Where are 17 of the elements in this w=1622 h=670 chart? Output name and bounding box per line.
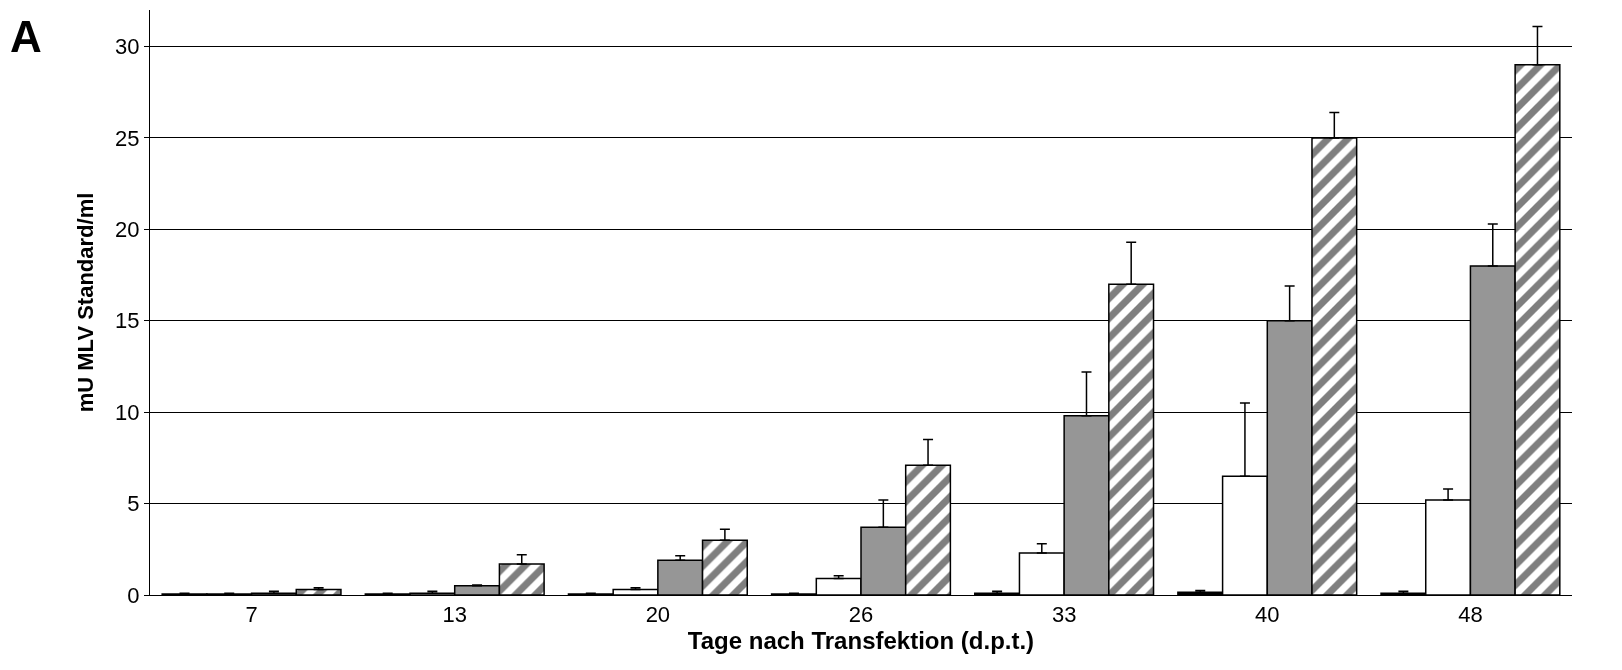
x-tick-label: 40 [1255, 602, 1280, 628]
y-tick-label: 15 [115, 308, 140, 334]
y-tick-label: 25 [115, 125, 140, 151]
x-tick-label: 48 [1458, 602, 1483, 628]
y-tick-label: 20 [115, 217, 140, 243]
x-tick-label: 13 [442, 602, 467, 628]
y-tick-label: 5 [127, 491, 140, 517]
x-tick-label: 20 [645, 602, 671, 628]
y-tick-label: 10 [115, 399, 140, 425]
x-tick-label: 33 [1051, 602, 1077, 628]
y-tick-label: 30 [115, 34, 140, 60]
x-axis-title: Tage nach Transfektion (d.p.t.) [687, 627, 1035, 655]
x-tick-label: 26 [848, 602, 874, 628]
x-tick-label: 7 [245, 602, 258, 628]
y-tick-label: 0 [127, 582, 140, 608]
y-axis-title: mU MLV Standard/ml [72, 192, 98, 413]
text: A [10, 12, 42, 61]
